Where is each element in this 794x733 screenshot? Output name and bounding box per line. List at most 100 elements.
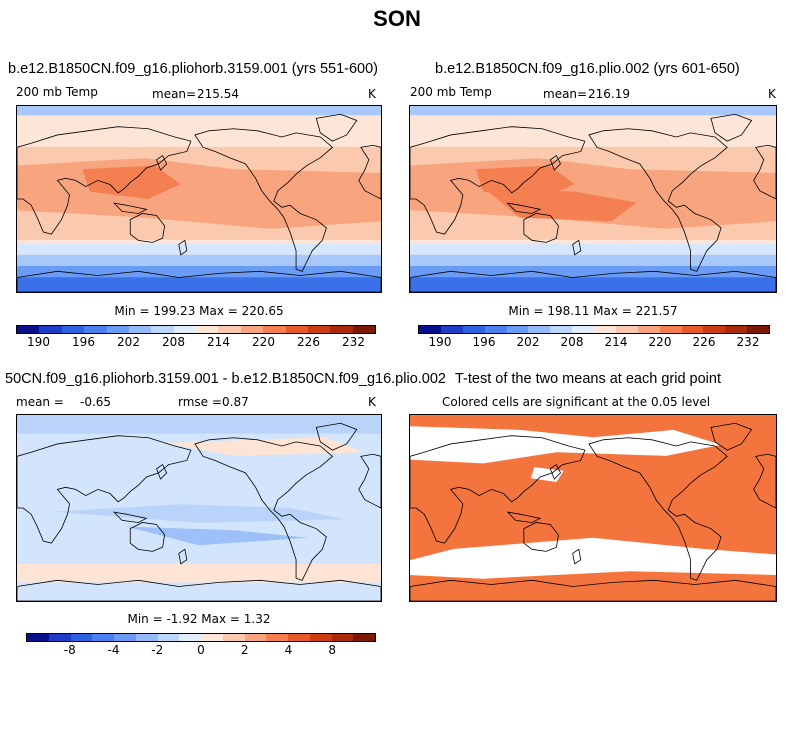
panel3-map [16,414,382,602]
colorbar-swatch [173,326,196,333]
colorbar-tick-label: 190 [428,335,452,349]
field-contour [82,165,181,199]
coastline [114,203,146,213]
coastline [316,114,356,141]
coastline [410,436,585,543]
panel3-rmse-value: 0.87 [222,395,249,409]
colorbar-swatch [307,326,331,333]
coastline [195,129,333,272]
colorbar-swatch [528,326,551,333]
coastline [573,549,581,563]
colorbar-swatch [266,634,288,641]
panel2-title: b.e12.B1850CN.f09_g16.plio.002 (yrs 601-… [435,61,740,77]
colorbar-swatch [285,326,308,333]
coastline [508,203,541,213]
colorbar-swatch [92,634,114,641]
panel1-title: b.e12.B1850CN.f09_g16.pliohorb.3159.001 … [8,61,379,77]
coastline [130,522,164,551]
field-band [17,277,381,292]
panel3-mean-label: mean = [16,395,64,409]
coastline [195,438,333,581]
panel1-mean-label: mean= [152,87,197,101]
coastline [114,512,146,522]
coastline [589,438,727,581]
colorbar-tick-label: 220 [252,335,275,349]
panel4-field [410,415,776,601]
panel3-colorbar-ticks: -8 -4 -2 0 2 4 8 [26,643,376,657]
colorbar-swatch [135,634,158,641]
colorbar-tick-label: 226 [297,335,320,349]
colorbar-swatch [637,326,660,333]
coastline [179,240,187,254]
colorbar-swatch [240,326,264,333]
colorbar-tick-label: 202 [117,335,140,349]
panel3-title: 50CN.f09_g16.pliohorb.3159.001 - b.e12.B… [5,371,446,387]
field-band [410,254,776,266]
coastline [17,127,191,234]
colorbar-swatch [659,326,682,333]
colorbar-swatch [218,326,241,333]
colorbar-tick-label: 4 [284,643,293,657]
field-contour [53,504,345,523]
colorbar-swatch [594,326,616,333]
colorbar-tick-label: 202 [516,335,540,349]
field-band [17,415,381,434]
field-contour [410,537,776,579]
field-band [17,106,381,116]
coastline [573,240,581,254]
field-band [17,563,381,583]
colorbar-swatch [725,326,748,333]
coastline [524,522,559,551]
colorbar-swatch [222,634,245,641]
colorbar-swatch [17,326,40,333]
field-band [410,106,776,116]
panel1-minmax: Min = 199.23 Max = 220.65 [114,304,284,318]
colorbar-swatch [196,326,219,333]
colorbar-tick-label: 0 [197,643,205,657]
panel4-subtitle: Colored cells are significant at the 0.0… [442,395,711,409]
colorbar-swatch [484,326,507,333]
colorbar-tick-label: -8 [63,643,76,657]
panel3-mean-value: -0.65 [80,395,112,409]
colorbar-tick-label: 196 [472,335,496,349]
colorbar-swatch [550,326,573,333]
panel3-units: K [368,395,376,409]
panel2-minmax: Min = 198.11 Max = 221.57 [508,304,678,318]
coastlines [17,423,381,601]
field-band [17,243,381,255]
coastline [17,436,191,543]
colorbar-tick-label: -4 [107,643,120,657]
coastline [550,156,560,170]
field-contour [483,187,637,222]
colorbar-tick-label: 226 [692,335,716,349]
colorbar-swatch [84,326,107,333]
field-contour [162,437,363,456]
field-band [410,243,776,255]
coastline [157,465,167,479]
field-band [17,254,381,266]
colorbar-swatch [330,326,353,333]
panel2-mean-value: 216.19 [588,87,630,101]
colorbar-tick-label: 232 [342,335,365,349]
panel1-map [16,105,382,293]
colorbar-swatch [128,326,152,333]
coastline [130,213,164,242]
panel2-map [409,105,777,293]
panel2-units: K [768,87,776,101]
colorbar-swatch [440,326,463,333]
colorbar-tick-label: 196 [72,335,95,349]
coastline [157,156,167,170]
colorbar-swatch [151,326,174,333]
colorbar-swatch [419,326,441,333]
colorbar-swatch [61,326,85,333]
colorbar-tick-label: 214 [207,335,230,349]
colorbar-swatch [244,634,267,641]
panel1-units: K [368,87,376,101]
colorbar-swatch [263,326,286,333]
colorbar-swatch [157,634,180,641]
panel1-field [17,106,381,292]
field-contour [126,526,309,546]
coastline [316,423,356,450]
coastline [524,213,559,242]
colorbar-tick-label: 208 [162,335,185,349]
